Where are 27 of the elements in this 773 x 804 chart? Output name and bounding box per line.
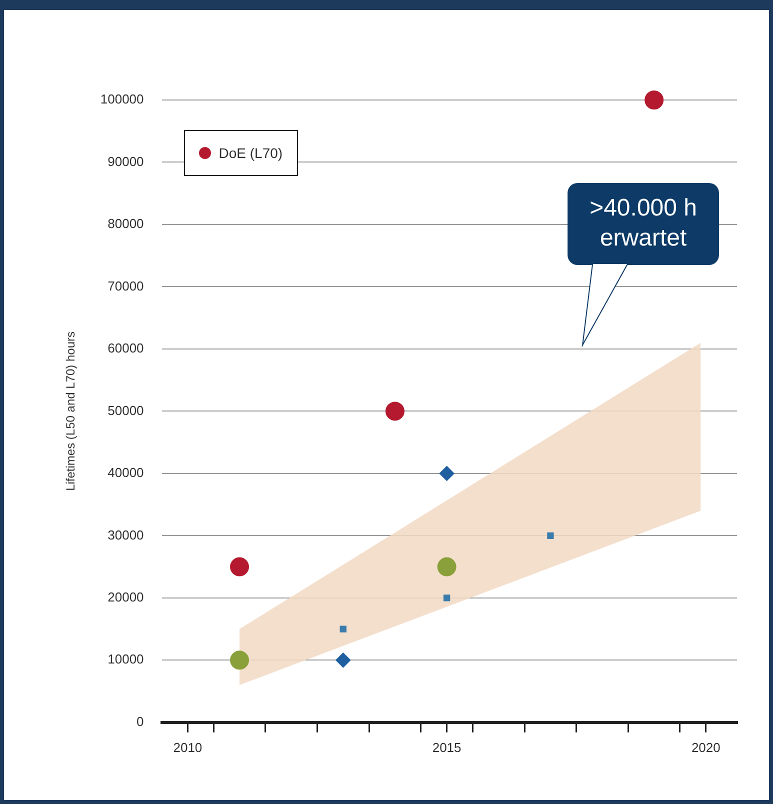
y-tick-label: 20000 bbox=[108, 590, 144, 604]
y-tick-label: 90000 bbox=[108, 154, 144, 169]
y-tick-label: 60000 bbox=[108, 340, 144, 356]
legend-label: DoE (L70) bbox=[218, 145, 283, 161]
annotation: >40.000 h erwartet bbox=[590, 194, 697, 252]
point bbox=[230, 557, 250, 576]
point bbox=[385, 402, 404, 421]
x-tick-label: 2020 bbox=[691, 740, 720, 755]
x-tick-label: 2015 bbox=[432, 740, 462, 755]
point bbox=[547, 532, 554, 540]
y-tick-label: 80000 bbox=[108, 216, 144, 232]
point bbox=[230, 650, 250, 670]
x-tick-label: 2010 bbox=[173, 740, 202, 755]
y-tick-label: 0 bbox=[136, 714, 144, 729]
point bbox=[340, 626, 346, 632]
point bbox=[443, 594, 450, 602]
y-axis-title: Lifetimes (L50 and L70) hours bbox=[64, 331, 78, 491]
y-tick-label: 40000 bbox=[108, 465, 144, 480]
y-tick-label: 50000 bbox=[108, 402, 144, 418]
point bbox=[439, 466, 454, 481]
y-tick-label: 10000 bbox=[108, 652, 144, 667]
y-tick-label: 30000 bbox=[108, 527, 144, 542]
point bbox=[336, 652, 351, 668]
point bbox=[644, 90, 664, 110]
y-tick-label: 100000 bbox=[100, 92, 144, 107]
point bbox=[437, 557, 456, 576]
y-tick-label: 70000 bbox=[108, 278, 144, 294]
